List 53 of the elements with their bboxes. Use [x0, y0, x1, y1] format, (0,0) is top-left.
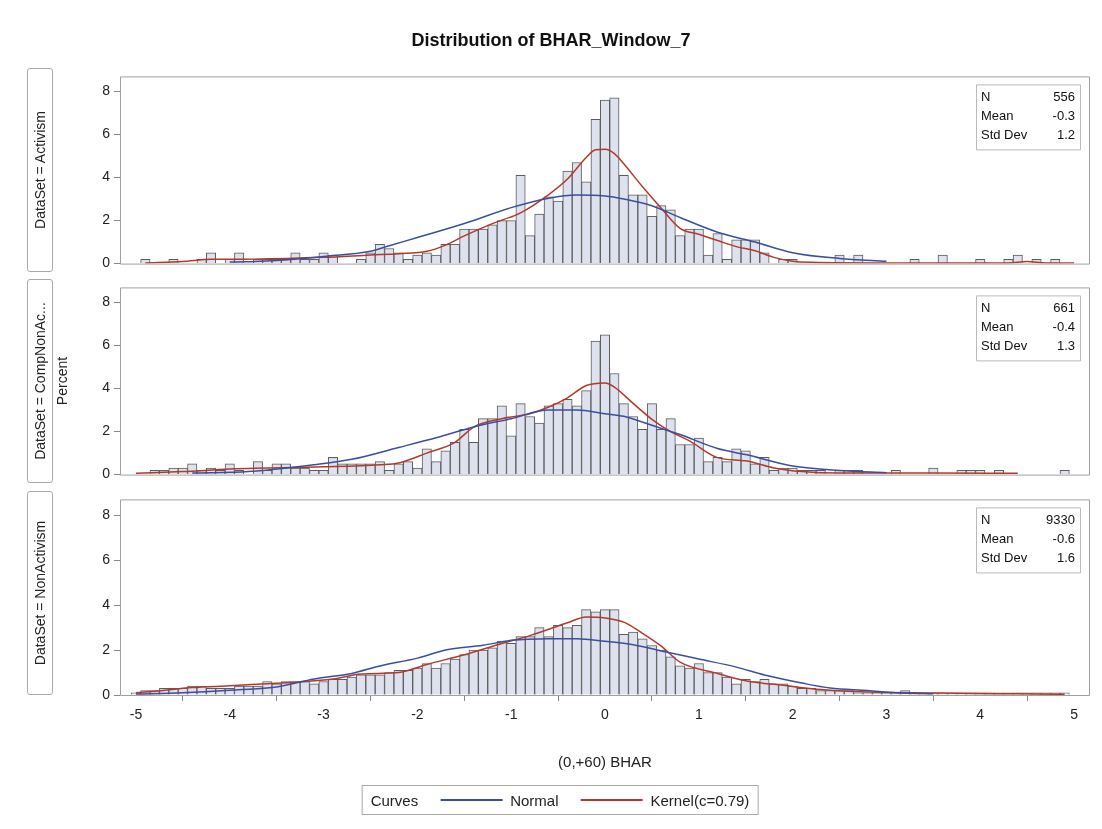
annotation: Std Dev [981, 338, 1028, 354]
annotation: Std Dev [981, 127, 1028, 143]
text: DataSet = Activism [32, 111, 48, 229]
annotation: Mean [981, 531, 1014, 547]
text: DataSet = NonActivism [32, 520, 48, 666]
annotation: 1.6 [1056, 550, 1075, 566]
annotation: N [981, 300, 991, 316]
x-tick-label: -4 [223, 706, 237, 723]
x-tick-label: -1 [504, 706, 518, 723]
annotation: N [981, 89, 991, 105]
annotation: 1.2 [1056, 127, 1075, 143]
y-tick-label: 0 [102, 465, 111, 482]
annotation: 1.3 [1056, 338, 1075, 354]
legend-label: Normal [510, 791, 559, 809]
annotation: 556 [1053, 89, 1075, 105]
legend-label: Kernel(c=0.79) [650, 791, 750, 809]
y-tick-label: 0 [102, 254, 111, 271]
x-tick-label: 1 [694, 706, 703, 723]
y-tick-label: 0 [102, 685, 111, 702]
y-tick-label: 4 [102, 595, 111, 612]
annotation: Mean [981, 319, 1014, 335]
x-tick-label: 2 [788, 706, 797, 723]
annotation: -0.4 [1052, 319, 1075, 335]
y-tick-label: 2 [102, 640, 111, 657]
y-tick-label: 8 [102, 82, 111, 99]
x-tick-label: -3 [317, 706, 330, 723]
y-tick-label: 8 [102, 293, 111, 310]
x-tick-label: -5 [129, 706, 143, 723]
y-tick-label: 4 [102, 379, 111, 396]
chart-title: Distribution of BHAR_Window_7 [410, 30, 692, 51]
x-tick-label: 0 [601, 706, 610, 723]
x-tick-label: 4 [976, 706, 985, 723]
text: DataSet = CompNonAc... [32, 302, 48, 460]
y-tick-label: 6 [102, 125, 111, 142]
x-tick-label: 5 [1070, 706, 1079, 723]
y-tick-label: 2 [102, 211, 111, 228]
annotation: 9330 [1046, 512, 1075, 528]
x-tick-label: 3 [882, 706, 891, 723]
annotation: Mean [981, 108, 1014, 124]
y-tick-label: 6 [102, 550, 111, 567]
y-tick-label: 4 [102, 168, 111, 185]
y-axis-title: Percent [54, 356, 70, 406]
y-tick-label: 6 [102, 336, 111, 353]
annotation: -0.6 [1052, 531, 1075, 547]
annotation: -0.3 [1052, 108, 1075, 124]
y-tick-label: 2 [102, 422, 111, 439]
x-axis-title: (0,+60) BHAR [558, 753, 653, 771]
legend-title: Curves [370, 791, 419, 809]
annotation: 661 [1053, 300, 1075, 316]
annotation: N [981, 512, 991, 528]
x-tick-label: -2 [411, 706, 424, 723]
annotation: Std Dev [981, 550, 1028, 566]
y-tick-label: 8 [102, 506, 111, 522]
